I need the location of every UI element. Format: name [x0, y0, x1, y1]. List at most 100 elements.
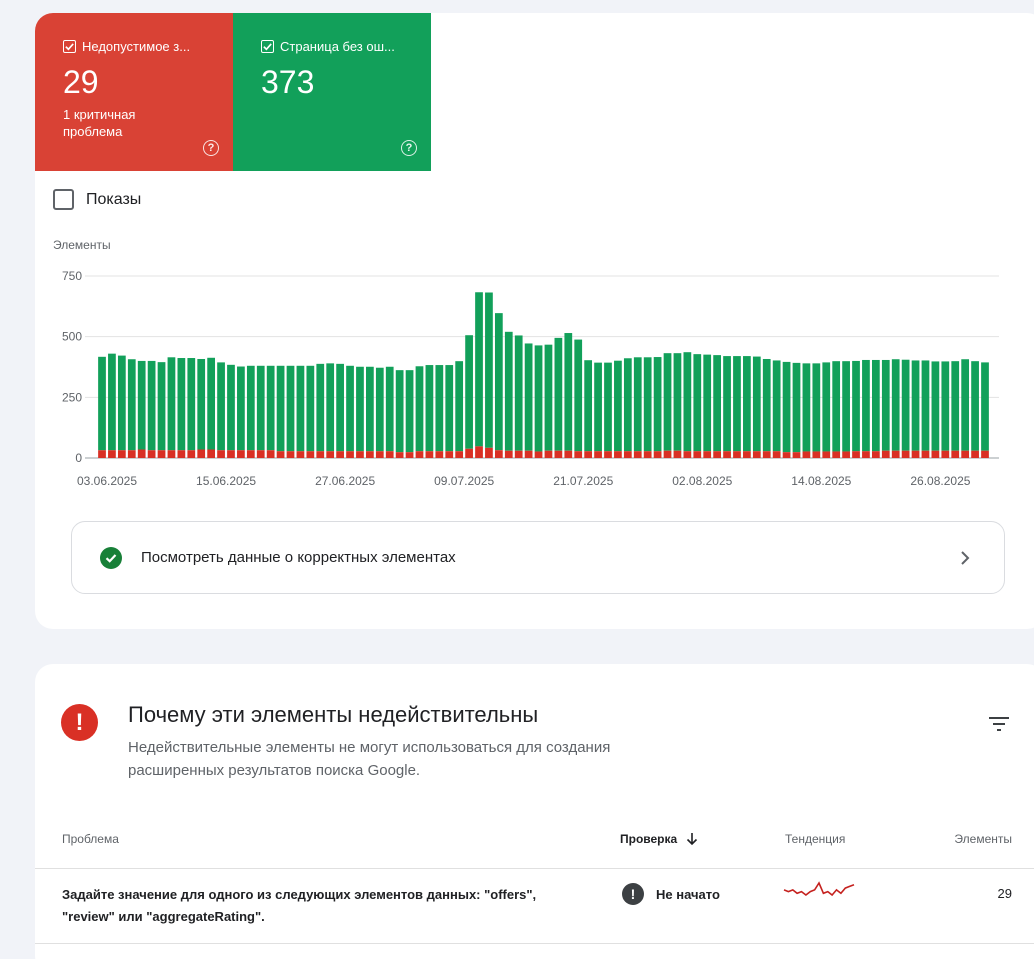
bar-invalid — [564, 450, 573, 458]
bar-valid — [147, 360, 156, 451]
bar-invalid — [127, 450, 136, 458]
bar-invalid — [703, 451, 712, 458]
bar-invalid — [316, 451, 325, 458]
valid-items-tile[interactable]: Страница без ош... 373 ? — [233, 13, 431, 171]
y-axis-label: Элементы — [53, 238, 111, 252]
bar-valid — [971, 361, 979, 451]
bar-invalid — [931, 450, 940, 458]
bar-valid — [375, 367, 384, 452]
bar-invalid — [842, 451, 850, 458]
bar-valid — [772, 360, 781, 452]
bar-invalid — [604, 451, 612, 458]
bar-valid — [197, 358, 206, 450]
valid-count: 373 — [261, 64, 315, 100]
trend-sparkline — [783, 881, 855, 897]
bar-invalid — [207, 449, 216, 458]
bar-invalid — [227, 450, 235, 458]
help-icon[interactable]: ? — [203, 140, 219, 156]
bar-valid — [822, 362, 831, 452]
bar-invalid — [524, 450, 533, 458]
overview-card: Недопустимое з... 29 1 критичная проблем… — [35, 13, 1034, 629]
bar-valid — [167, 357, 176, 451]
bar-invalid — [663, 450, 672, 458]
bar-invalid — [534, 451, 543, 458]
divider — [35, 943, 1034, 944]
impressions-toggle[interactable]: Показы — [53, 189, 141, 210]
x-tick-label: 09.07.2025 — [434, 474, 494, 488]
issue-item-count: 29 — [997, 886, 1012, 901]
filter-icon[interactable] — [989, 716, 1009, 732]
view-valid-items-link[interactable]: Посмотреть данные о корректных элементах — [71, 521, 1005, 594]
bar-valid — [931, 361, 940, 451]
bar-valid — [326, 363, 335, 452]
bar-invalid — [167, 450, 176, 458]
bar-invalid — [733, 451, 741, 458]
bar-valid — [514, 335, 523, 451]
bar-valid — [951, 361, 960, 451]
bar-invalid — [891, 450, 900, 458]
bar-valid — [643, 357, 652, 452]
bar-invalid — [455, 451, 464, 458]
bar-valid — [663, 353, 672, 451]
bar-invalid — [98, 450, 106, 458]
bar-valid — [832, 361, 841, 452]
bar-valid — [683, 352, 692, 452]
bar-valid — [425, 365, 434, 452]
bar-invalid — [385, 451, 394, 458]
chevron-right-icon — [961, 551, 970, 565]
x-tick-label: 14.08.2025 — [791, 474, 851, 488]
bar-invalid — [752, 451, 761, 458]
checkbox-checked-icon[interactable] — [261, 40, 274, 53]
bar-invalid — [921, 450, 930, 458]
valid-tile-label: Страница без ош... — [280, 39, 395, 54]
col-header-problem[interactable]: Проблема — [62, 832, 119, 846]
col-header-items[interactable]: Элементы — [954, 832, 1012, 846]
bar-valid — [921, 360, 930, 451]
help-icon[interactable]: ? — [401, 140, 417, 156]
bar-valid — [981, 362, 989, 451]
bar-valid — [524, 343, 533, 451]
bar-invalid — [514, 450, 523, 458]
bar-valid — [306, 365, 315, 452]
bar-invalid — [256, 450, 265, 458]
error-icon: ! — [61, 704, 98, 741]
bar-valid — [584, 360, 593, 452]
issue-row-problem[interactable]: Задайте значение для одного из следующих… — [62, 887, 537, 924]
checkbox-unchecked-icon[interactable] — [53, 189, 74, 210]
y-tick-label: 250 — [62, 390, 82, 404]
y-tick-label: 750 — [62, 269, 82, 283]
bar-invalid — [336, 451, 344, 458]
bar-valid — [465, 335, 473, 449]
bar-valid — [455, 361, 464, 452]
checkbox-checked-icon[interactable] — [63, 40, 76, 53]
bar-valid — [356, 366, 364, 452]
bar-invalid — [971, 450, 979, 458]
invalid-items-tile[interactable]: Недопустимое з... 29 1 критичная проблем… — [35, 13, 233, 171]
bar-valid — [901, 359, 910, 451]
sparkline-path — [783, 881, 855, 897]
col-header-trend[interactable]: Тенденция — [785, 832, 846, 846]
bar-invalid — [772, 451, 781, 458]
bar-valid — [703, 354, 712, 452]
bar-invalid — [177, 450, 186, 458]
bar-valid — [237, 366, 245, 451]
bar-invalid — [911, 450, 920, 458]
x-tick-label: 15.06.2025 — [196, 474, 256, 488]
bar-invalid — [762, 451, 771, 458]
bar-valid — [504, 331, 513, 451]
bar-valid — [911, 360, 920, 451]
bar-invalid — [723, 451, 731, 458]
bar-invalid — [246, 450, 255, 458]
bar-valid — [812, 363, 821, 452]
bar-invalid — [197, 449, 206, 458]
bar-invalid — [832, 451, 841, 458]
bar-valid — [266, 365, 275, 451]
col-header-validation[interactable]: Проверка — [620, 832, 699, 846]
issues-card: ! Почему эти элементы недействительны Не… — [35, 664, 1034, 959]
bar-valid — [871, 359, 880, 452]
bar-valid — [366, 366, 374, 452]
bar-valid — [415, 366, 424, 452]
invalid-count: 29 — [63, 64, 99, 100]
bar-valid — [792, 362, 801, 453]
bar-valid — [336, 363, 344, 452]
